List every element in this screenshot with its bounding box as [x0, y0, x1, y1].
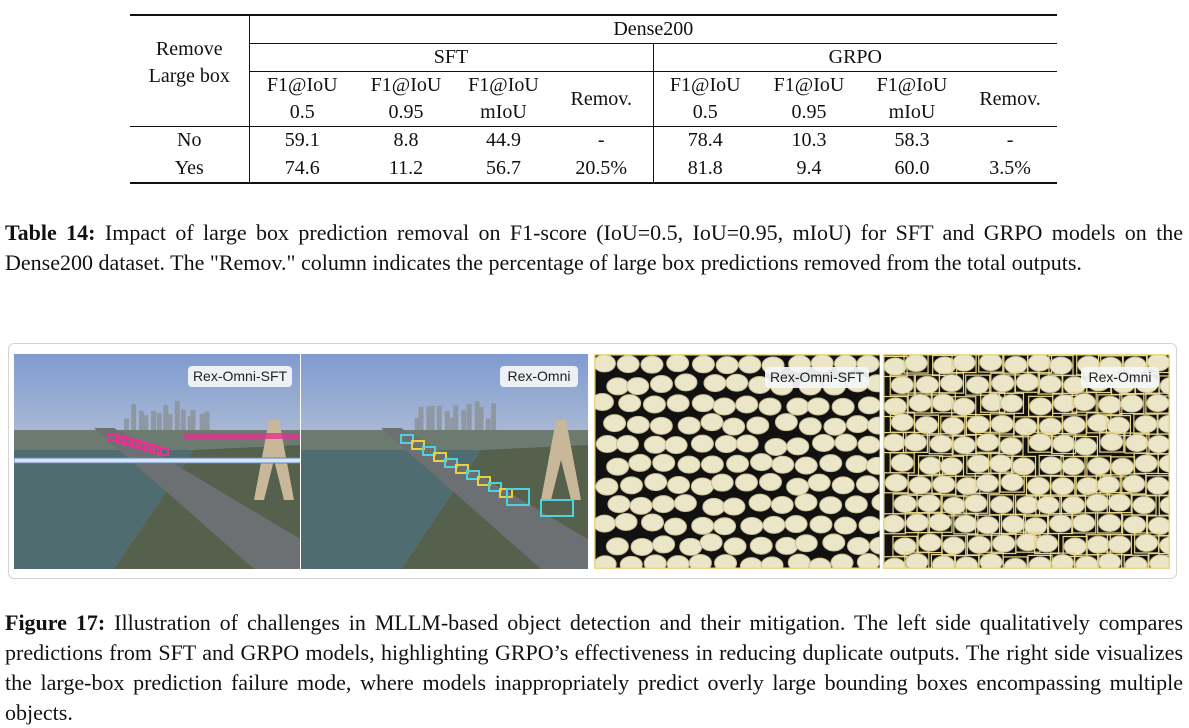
table-cell: -: [550, 126, 654, 155]
table-cell: 74.6: [249, 155, 355, 183]
cell-text: F1@IoU: [266, 74, 338, 96]
table-cell: 81.8: [653, 155, 757, 183]
dataset-header: Dense200: [249, 15, 1058, 44]
column-header: F1@IoU 0.5: [653, 71, 757, 127]
cell-text: F1@IoU: [876, 74, 948, 96]
table-cell: 59.1: [249, 127, 355, 155]
cell-text: Remov.: [979, 87, 1041, 110]
cell-text: 0.5: [289, 101, 315, 123]
table-cell: 56.7: [457, 155, 550, 183]
table-cell: 3.5%: [963, 155, 1057, 183]
results-table: Remove Large box Dense200 SFT GRPO F1@IoU 0.5 F…: [130, 14, 1058, 184]
table-cell: 8.8: [355, 127, 457, 155]
column-header: Remov.: [963, 71, 1058, 127]
column-header: F1@IoU mIoU: [861, 71, 963, 127]
cell-text: 20.5%: [575, 156, 628, 179]
caption-text: Impact of large box prediction removal o…: [5, 220, 1183, 275]
cell-text: 0.95: [388, 101, 424, 123]
cell-text: F1@IoU: [468, 74, 539, 96]
table-cell: -: [963, 127, 1057, 155]
cell-text: 8.8: [393, 129, 419, 152]
cell-text: SFT: [433, 46, 469, 68]
cell-text: -: [597, 129, 605, 152]
cell-text: GRPO: [828, 46, 882, 68]
cell-text: 74.6: [284, 156, 320, 179]
table-cell: 58.3: [861, 127, 963, 155]
cell-text: -: [1006, 129, 1014, 152]
cell-text: Remov.: [570, 87, 632, 110]
cell-text: F1@IoU: [773, 74, 845, 96]
cell-text: 78.4: [687, 129, 723, 152]
table-cell: 44.9: [457, 127, 550, 155]
caption-label: Figure 17:: [5, 610, 106, 635]
column-header: F1@IoU 0.5: [249, 71, 355, 127]
column-header: F1@IoU 0.95: [757, 71, 861, 127]
cell-text: 60.0: [894, 156, 930, 179]
row-label: No: [130, 126, 250, 155]
table-cell: 78.4: [653, 127, 757, 155]
cell-text: Remove: [155, 38, 223, 60]
caption-label: Table 14:: [5, 220, 96, 245]
cell-text: 81.8: [687, 156, 723, 179]
cell-text: mIoU: [480, 101, 527, 123]
cell-text: Yes: [174, 156, 204, 179]
table-cell: 11.2: [355, 155, 457, 183]
cell-text: 11.2: [388, 156, 424, 179]
group-header: GRPO: [653, 43, 1058, 72]
caption-text: Illustration of challenges in MLLM-based…: [5, 610, 1184, 725]
cell-text: F1@IoU: [370, 74, 442, 96]
cell-text: 56.7: [486, 156, 521, 179]
table-cell: 9.4: [757, 155, 861, 183]
group-header: SFT: [249, 43, 654, 72]
table-cell: 10.3: [757, 127, 861, 155]
cell-text: 3.5%: [989, 156, 1031, 179]
column-header: F1@IoU mIoU: [457, 71, 550, 127]
cell-text: F1@IoU: [669, 74, 741, 96]
row-label: Yes: [130, 154, 250, 183]
cell-text: 10.3: [791, 129, 827, 152]
cell-text: 0.5: [692, 101, 718, 123]
cell-text: 9.4: [796, 156, 822, 179]
column-header: Remov.: [550, 71, 654, 127]
cell-text: Dense200: [613, 18, 694, 40]
figure-frame: [8, 343, 1177, 579]
column-header: F1@IoU 0.95: [355, 71, 457, 127]
cell-text: mIoU: [888, 101, 936, 123]
table-caption: Table 14: Impact of large box prediction…: [5, 218, 1183, 278]
cell-text: Large box: [148, 65, 230, 87]
cell-text: 58.3: [894, 129, 930, 152]
table-cell: 60.0: [861, 155, 963, 183]
table-cell: 20.5%: [550, 154, 654, 183]
cell-text: 44.9: [486, 129, 521, 152]
cell-text: 0.95: [791, 101, 827, 123]
figure-caption: Figure 17: Illustration of challenges in…: [5, 608, 1183, 728]
cell-text: No: [177, 129, 202, 152]
row-label-header: Remove Large box: [130, 15, 250, 127]
cell-text: 59.1: [284, 129, 320, 152]
